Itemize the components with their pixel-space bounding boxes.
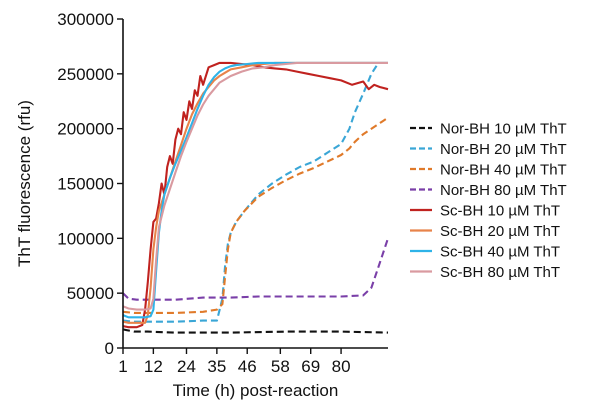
y-axis-title: ThT fluorescence (rfu) (15, 100, 34, 267)
y-axis-ticks: 0 50000 100000 150000 200000 250000 300000 (57, 10, 123, 358)
x-tick-label: 46 (238, 357, 257, 376)
legend-label: Nor-BH 10 µM ThT (440, 121, 567, 138)
x-tick-label: 1 (118, 357, 127, 376)
series-line (122, 328, 389, 334)
y-tick-label: 250000 (57, 65, 114, 84)
legend-label: Nor-BH 80 µM ThT (440, 182, 567, 199)
y-tick-label: 50000 (67, 284, 114, 303)
x-tick-label: 69 (301, 357, 320, 376)
y-tick-label: 100000 (57, 229, 114, 248)
plot-area (122, 61, 389, 334)
series-line (122, 237, 389, 301)
x-axis-ticks: 1 12 24 35 46 58 69 80 (118, 348, 351, 376)
series-line (122, 61, 389, 329)
y-tick-label: 200000 (57, 120, 114, 139)
y-tick-label: 300000 (57, 10, 114, 29)
series-lines (122, 61, 389, 334)
legend-label: Sc-BH 10 µM ThT (440, 203, 560, 220)
x-tick-label: 35 (207, 357, 226, 376)
legend-label: Sc-BH 20 µM ThT (440, 223, 560, 240)
x-tick-label: 58 (271, 357, 290, 376)
y-tick-label: 150000 (57, 175, 114, 194)
legend: Nor-BH 10 µM ThT Nor-BH 20 µM ThT Nor-BH 4… (410, 121, 567, 281)
series-line (122, 61, 388, 319)
y-tick-label: 0 (105, 339, 114, 358)
series-line (122, 61, 388, 324)
x-axis-title: Time (h) post-reaction (173, 381, 339, 400)
series-line (122, 116, 389, 314)
x-tick-label: 80 (332, 357, 351, 376)
x-tick-label: 12 (144, 357, 163, 376)
series-line (122, 61, 388, 311)
axes: 0 50000 100000 150000 200000 250000 300000 1 12… (57, 10, 388, 376)
legend-label: Sc-BH 80 µM ThT (440, 264, 560, 281)
legend-label: Nor-BH 40 µM ThT (440, 162, 567, 179)
legend-label: Sc-BH 40 µM ThT (440, 244, 560, 261)
x-tick-label: 24 (177, 357, 196, 376)
legend-label: Nor-BH 20 µM ThT (440, 141, 567, 158)
